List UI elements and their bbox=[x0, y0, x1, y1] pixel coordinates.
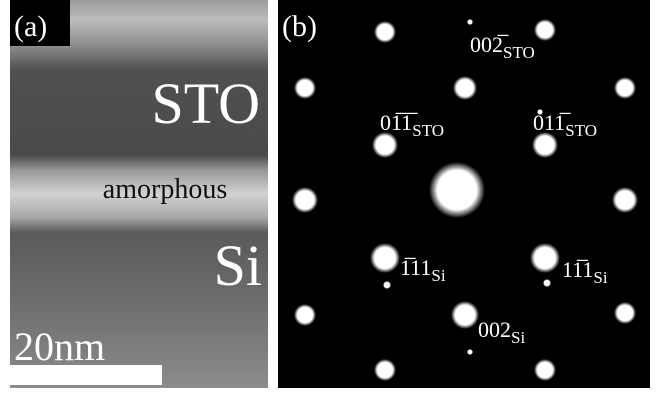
spot-phase: STO bbox=[503, 43, 535, 62]
scale-bar-label: 20nm bbox=[14, 324, 105, 369]
spot-phase: STO bbox=[565, 121, 597, 140]
figure: (a) STO amorphous Si 20nm (b) 002̅STO 01… bbox=[0, 0, 656, 391]
panel-b: (b) 002̅STO 01̅1̅STO 011̅STO 1̅11Si 11̅1… bbox=[278, 0, 650, 388]
layer-label: Si bbox=[214, 233, 262, 298]
spot-index: 002 bbox=[478, 317, 511, 342]
panel-a: (a) STO amorphous Si 20nm bbox=[10, 0, 268, 388]
layer-label: STO bbox=[151, 71, 260, 136]
scale-bar bbox=[10, 365, 162, 385]
spot-index: 11̅1 bbox=[562, 257, 593, 282]
panel-label: (a) bbox=[14, 10, 47, 43]
spot-phase: Si bbox=[593, 268, 607, 287]
spot-phase: Si bbox=[511, 328, 525, 347]
spot-phase: Si bbox=[431, 266, 445, 285]
panel-label: (b) bbox=[282, 10, 317, 43]
spot-phase: STO bbox=[412, 121, 444, 140]
layer-label: amorphous bbox=[103, 174, 227, 205]
spot-index: 1̅11 bbox=[400, 255, 431, 280]
